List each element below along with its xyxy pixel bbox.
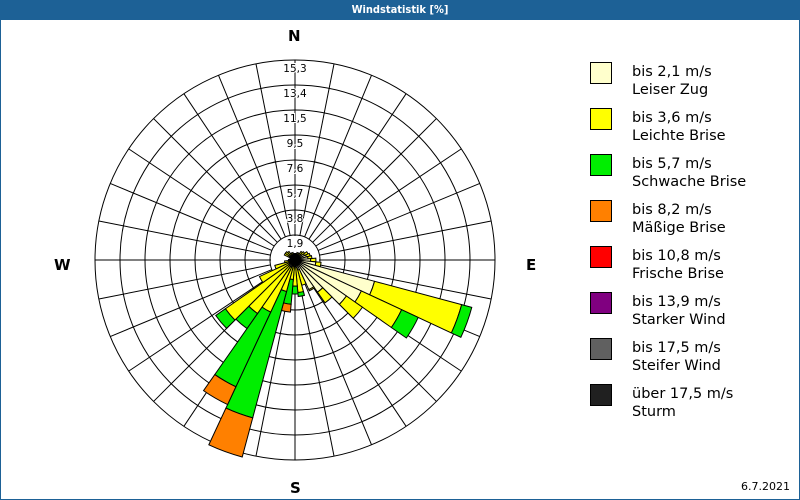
- wind-sector: [274, 260, 291, 270]
- wind-sector: [202, 373, 237, 406]
- wind-rose-chart: 1,9 3,8 5,7 7,6 9,5 11,5 13,4 15,3: [94, 59, 496, 461]
- legend-swatch: [590, 384, 612, 406]
- radial-tick-label: 13,4: [283, 88, 307, 100]
- radial-tick-label: 15,3: [283, 63, 306, 75]
- wind-sector: [316, 287, 333, 304]
- legend-label: bis 2,1 m/s Leiser Zug: [632, 64, 712, 98]
- radial-tick-label: 5,7: [287, 188, 304, 200]
- chart-title-bar: Windstatistik [%]: [0, 0, 800, 20]
- wind-sector: [258, 262, 291, 284]
- legend-swatch: [590, 292, 612, 314]
- compass-north-label: N: [288, 27, 301, 45]
- chart-frame: 1,9 3,8 5,7 7,6 9,5 11,5 13,4 15,3 N E S W bis …: [0, 20, 800, 500]
- wind-sector: [450, 304, 473, 339]
- radial-tick-label: 11,5: [283, 113, 306, 125]
- wind-sector: [308, 286, 316, 292]
- legend-swatch: [590, 154, 612, 176]
- radial-tick-label: 7,6: [287, 163, 304, 175]
- legend-swatch: [590, 246, 612, 268]
- legend-swatch: [590, 200, 612, 222]
- legend-label: bis 5,7 m/s Schwache Brise: [632, 156, 747, 190]
- wind-sector: [284, 250, 292, 257]
- compass-east-label: E: [526, 256, 537, 274]
- radial-tick-label: 9,5: [287, 138, 304, 150]
- legend-label: über 17,5 m/s Sturm: [632, 386, 734, 420]
- radial-tick-label: 1,9: [287, 238, 304, 250]
- compass-south-label: S: [290, 479, 301, 497]
- legend-swatch: [590, 108, 612, 130]
- legend-label: bis 13,9 m/s Starker Wind: [632, 294, 726, 328]
- legend-swatch: [590, 62, 612, 84]
- wind-sector: [390, 309, 419, 339]
- chart-title: Windstatistik [%]: [351, 3, 449, 16]
- radial-tick-label: 3,8: [287, 213, 304, 225]
- legend-label: bis 10,8 m/s Frische Brise: [632, 248, 724, 282]
- wind-sector: [286, 250, 293, 258]
- wind-sector: [215, 308, 236, 330]
- legend-swatch: [590, 338, 612, 360]
- legend-label: bis 3,6 m/s Leichte Brise: [632, 110, 726, 144]
- date-label: 6.7.2021: [741, 480, 790, 493]
- compass-west-label: W: [54, 256, 71, 274]
- wind-sector: [297, 290, 306, 298]
- wind-sector: [338, 295, 364, 319]
- legend-label: bis 8,2 m/s Mäßige Brise: [632, 202, 726, 236]
- wind-sector: [208, 407, 254, 458]
- legend-label: bis 17,5 m/s Steifer Wind: [632, 340, 721, 374]
